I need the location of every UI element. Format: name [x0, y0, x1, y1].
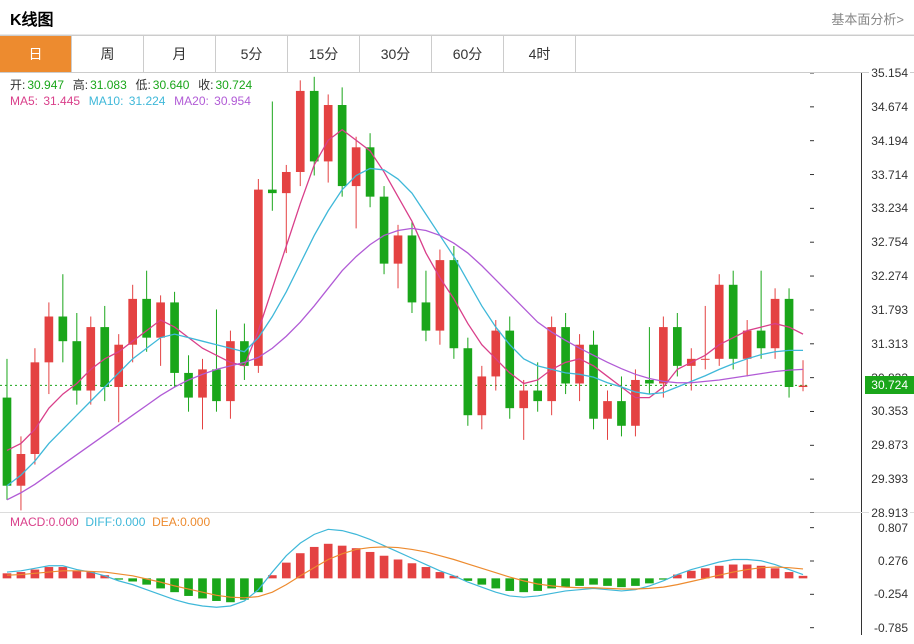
y-tick-label: 34.194 [869, 134, 910, 148]
tab-周[interactable]: 周 [72, 36, 144, 72]
ohlc-info: 开:30.947 高:31.083 低:30.640 收:30.724 [10, 77, 254, 93]
tab-15分[interactable]: 15分 [288, 36, 360, 72]
tab-30分[interactable]: 30分 [360, 36, 432, 72]
y-tick-label: 34.674 [869, 100, 910, 114]
chart-title: K线图 [10, 6, 54, 30]
y-tick-label: 31.313 [869, 337, 910, 351]
y-tick-label: -0.785 [872, 621, 910, 635]
y-tick-label: 0.276 [876, 554, 910, 568]
macd-chart[interactable]: MACD:0.000 DIFF:0.000 DEA:0.000 0.807 0.2… [0, 513, 914, 635]
candlestick-chart[interactable]: 开:30.947 高:31.083 低:30.640 收:30.724 MA5:… [0, 73, 914, 513]
y-axis [861, 73, 862, 512]
y-tick-label: 35.154 [869, 66, 910, 80]
macd-info: MACD:0.000 DIFF:0.000 DEA:0.000 [10, 515, 210, 529]
ma-info: MA5: 31.445 MA10: 31.224 MA20: 30.954 [10, 93, 254, 109]
tab-4时[interactable]: 4时 [504, 36, 576, 72]
y-tick-label: 29.393 [869, 472, 910, 486]
y-tick-label: 0.807 [876, 521, 910, 535]
y-tick-label: 33.714 [869, 168, 910, 182]
tab-月[interactable]: 月 [144, 36, 216, 72]
current-price-tag: 30.724 [865, 376, 914, 394]
tab-日[interactable]: 日 [0, 36, 72, 72]
y-axis-sub [861, 513, 862, 635]
y-tick-label: 33.234 [869, 201, 910, 215]
y-tick-label: 30.353 [869, 404, 910, 418]
y-tick-label: -0.254 [872, 587, 910, 601]
y-tick-label: 31.793 [869, 303, 910, 317]
fundamental-analysis-link[interactable]: 基本面分析> [831, 9, 904, 28]
tab-5分[interactable]: 5分 [216, 36, 288, 72]
y-tick-label: 29.873 [869, 438, 910, 452]
y-tick-label: 32.274 [869, 269, 910, 283]
timeframe-tabs: 日周月5分15分30分60分4时 [0, 35, 914, 73]
tab-60分[interactable]: 60分 [432, 36, 504, 72]
y-tick-label: 32.754 [869, 235, 910, 249]
